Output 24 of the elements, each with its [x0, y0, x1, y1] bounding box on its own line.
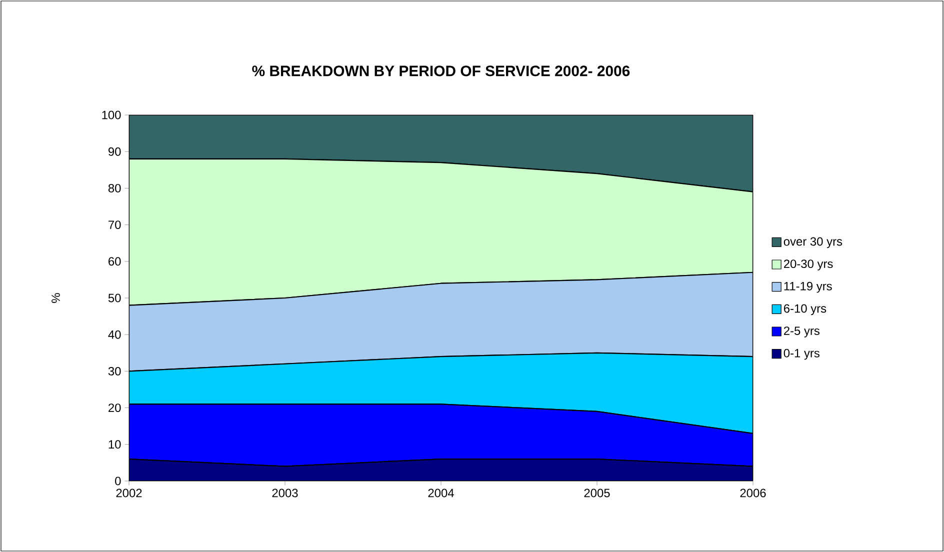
legend-label: over 30 yrs — [784, 237, 842, 248]
legend-label: 2-5 yrs — [784, 326, 820, 338]
chart-title: % BREAKDOWN BY PERIOD OF SERVICE 2002- 2006 — [252, 66, 630, 76]
x-tick-label: 2004 — [428, 488, 454, 498]
y-tick-label: 10 — [108, 440, 121, 449]
x-tick-label: 2005 — [584, 488, 610, 498]
y-tick-label: 40 — [108, 330, 121, 339]
legend-label: 6-10 yrs — [784, 304, 826, 316]
y-tick-label: 80 — [108, 184, 121, 192]
legend-label: 0-1 yrs — [784, 348, 820, 360]
y-tick-label: 60 — [108, 257, 121, 266]
y-tick-label: 70 — [108, 220, 121, 230]
x-tick-label: 2003 — [272, 488, 298, 498]
y-axis-title: % — [52, 293, 60, 303]
legend-label: 11-19 yrs — [784, 282, 832, 293]
y-tick-label: 0 — [115, 476, 121, 486]
y-tick-label: 100 — [102, 110, 121, 120]
legend-label: 20-30 yrs — [784, 260, 833, 270]
y-tick-label: 90 — [108, 147, 121, 156]
y-tick-label: 50 — [108, 294, 121, 302]
y-tick-label: 20 — [108, 404, 121, 412]
x-tick-label: 2002 — [116, 488, 142, 498]
x-tick-label: 2006 — [740, 488, 766, 498]
y-tick-label: 30 — [108, 366, 121, 376]
